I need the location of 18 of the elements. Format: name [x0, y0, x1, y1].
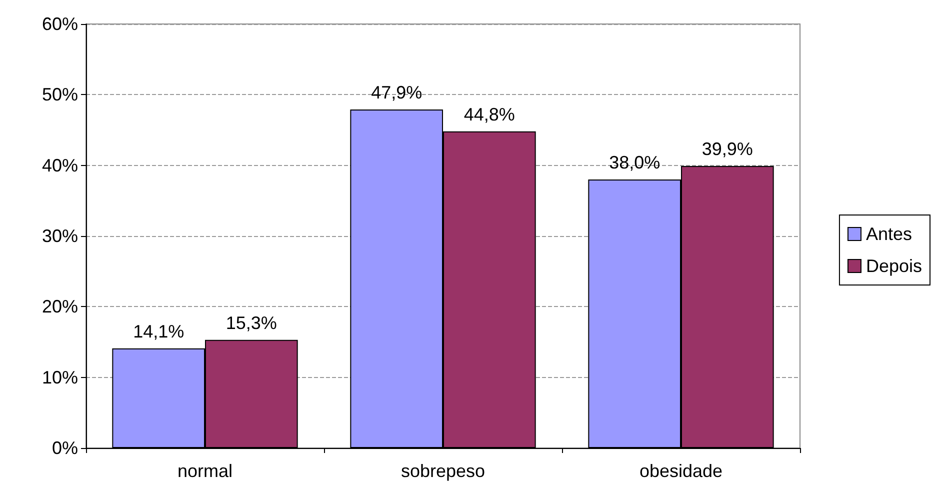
y-tick-label: 40% [42, 155, 78, 176]
y-tick-label: 30% [42, 226, 78, 246]
y-tick-label: 10% [42, 367, 78, 388]
legend-label: Depois [866, 256, 922, 276]
y-tick-label: 60% [42, 14, 78, 34]
data-label: 14,1% [133, 321, 184, 342]
y-tick-label: 50% [42, 84, 78, 105]
data-label: 44,8% [464, 104, 515, 124]
data-label: 39,9% [702, 139, 753, 160]
x-tick-label: obesidade [639, 461, 723, 481]
legend-label: Antes [866, 224, 912, 244]
y-tick-label: 0% [52, 438, 78, 458]
data-label: 47,9% [371, 82, 422, 103]
x-tick-label: normal [177, 461, 233, 481]
y-tick-label: 20% [42, 296, 78, 317]
data-label: 38,0% [609, 152, 660, 172]
x-tick-label: sobrepeso [400, 461, 486, 481]
data-label: 15,3% [226, 312, 277, 333]
